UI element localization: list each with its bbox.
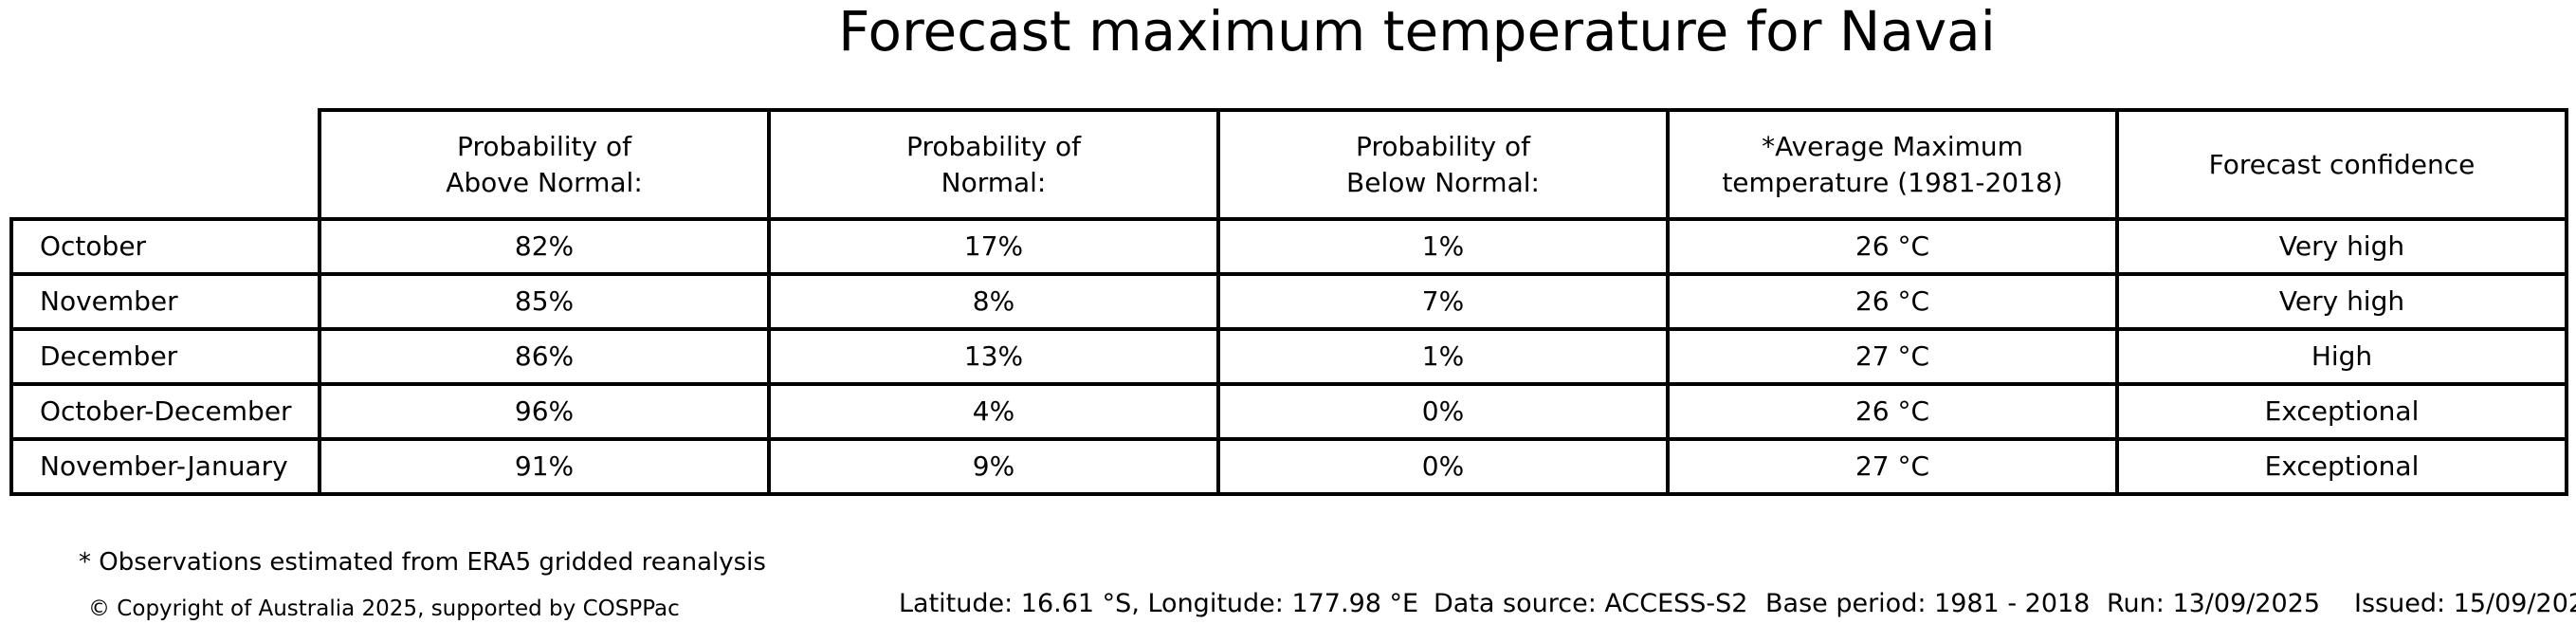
table-row-october: October 82% 17% 1% 26 °C Very high — [9, 217, 2568, 276]
row-label: November-January — [9, 437, 321, 496]
table-row-november: November 85% 8% 7% 26 °C Very high — [9, 272, 2568, 331]
row-label: October-December — [9, 382, 321, 441]
footer-bar: © Copyright of Australia 2025, supported… — [0, 582, 2576, 621]
col-header-below-normal: Probability of Below Normal: — [1216, 108, 1670, 221]
cell-below-normal: 1% — [1216, 327, 1670, 386]
table-row-december: December 86% 13% 1% 27 °C High — [9, 327, 2568, 386]
forecast-table: Probability of Above Normal: Probability… — [9, 108, 2568, 496]
page-title: Forecast maximum temperature for Navai — [838, 0, 1996, 64]
cell-average-max-temp: 26 °C — [1666, 217, 2119, 276]
col-header-above-normal: Probability of Above Normal: — [318, 108, 771, 221]
cell-below-normal: 0% — [1216, 382, 1670, 441]
cell-forecast-confidence: High — [2115, 327, 2568, 386]
col-header-normal: Probability of Normal: — [767, 108, 1220, 221]
cell-above-normal: 91% — [318, 437, 771, 496]
cell-average-max-temp: 27 °C — [1666, 327, 2119, 386]
cell-forecast-confidence: Exceptional — [2115, 382, 2568, 441]
header-row: Probability of Above Normal: Probability… — [11, 108, 2568, 221]
table-row-october-december: October-December 96% 4% 0% 26 °C Excepti… — [9, 382, 2568, 441]
cell-forecast-confidence: Exceptional — [2115, 437, 2568, 496]
issued-date-text: Issued: 15/09/2025 — [2354, 589, 2576, 618]
cell-normal: 9% — [767, 437, 1220, 496]
corner-cell — [11, 110, 320, 219]
cell-average-max-temp: 26 °C — [1666, 382, 2119, 441]
location-text: Latitude: 16.61 °S, Longitude: 177.98 °E — [899, 589, 1419, 618]
cell-normal: 13% — [767, 327, 1220, 386]
cell-forecast-confidence: Very high — [2115, 272, 2568, 331]
cell-average-max-temp: 27 °C — [1666, 437, 2119, 496]
observations-footnote: * Observations estimated from ERA5 gridd… — [79, 548, 766, 577]
cell-normal: 17% — [767, 217, 1220, 276]
col-header-forecast-confidence: Forecast confidence — [2115, 108, 2568, 221]
table-row-november-january: November-January 91% 9% 0% 27 °C Excepti… — [9, 437, 2568, 496]
row-label: October — [9, 217, 321, 276]
cell-average-max-temp: 26 °C — [1666, 272, 2119, 331]
cell-below-normal: 7% — [1216, 272, 1670, 331]
cell-below-normal: 1% — [1216, 217, 1670, 276]
run-date-text: Run: 13/09/2025 — [2107, 589, 2321, 618]
cell-forecast-confidence: Very high — [2115, 217, 2568, 276]
row-label: December — [9, 327, 321, 386]
row-label: November — [9, 272, 321, 331]
cell-normal: 4% — [767, 382, 1220, 441]
copyright-text: © Copyright of Australia 2025, supported… — [88, 596, 680, 621]
cell-below-normal: 0% — [1216, 437, 1670, 496]
cell-above-normal: 86% — [318, 327, 771, 386]
cell-above-normal: 85% — [318, 272, 771, 331]
cell-above-normal: 82% — [318, 217, 771, 276]
data-source-text: Data source: ACCESS-S2 — [1434, 589, 1748, 618]
cell-above-normal: 96% — [318, 382, 771, 441]
col-header-average-max-temp: *Average Maximum temperature (1981-2018) — [1666, 108, 2119, 221]
base-period-text: Base period: 1981 - 2018 — [1765, 589, 2091, 618]
cell-normal: 8% — [767, 272, 1220, 331]
